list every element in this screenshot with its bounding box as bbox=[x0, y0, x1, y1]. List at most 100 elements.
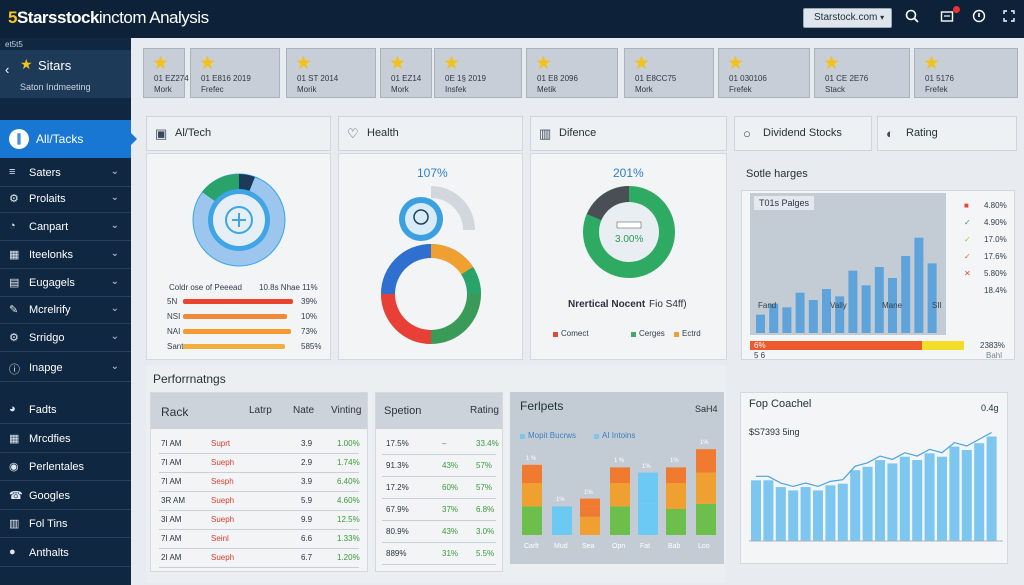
star-icon: ★ bbox=[295, 52, 312, 75]
table-cell: 9.9 bbox=[301, 515, 312, 524]
chevron-down-icon: ⌄ bbox=[111, 248, 119, 259]
user-icon: ● bbox=[9, 546, 16, 558]
star-card-code: 01 CE 2E76 bbox=[825, 74, 868, 83]
table-header-cell[interactable]: Nate bbox=[293, 405, 314, 416]
table-header-cell[interactable]: Rack bbox=[161, 405, 188, 419]
table-row[interactable]: 80.9% 43% 3.0% bbox=[376, 525, 502, 543]
sidebar-item-5[interactable]: ✎ Mcrelrify ⌄ bbox=[0, 297, 131, 323]
sidebar-item-4[interactable]: ▤ Eugagels ⌄ bbox=[0, 270, 131, 296]
stacked-bar-segment bbox=[522, 465, 542, 483]
stacked-bar-segment bbox=[580, 499, 600, 507]
table-header-cell[interactable]: Latrp bbox=[249, 405, 272, 416]
chevron-left-icon[interactable]: ‹ bbox=[5, 62, 9, 77]
legend-swatch bbox=[631, 332, 636, 337]
tab-4[interactable]: ◐ Rating bbox=[877, 116, 1017, 151]
info-icon: ⓘ bbox=[9, 361, 20, 377]
table-cell: 4.60% bbox=[337, 496, 360, 505]
sidebar-item-10[interactable]: ◉ Perlentales bbox=[0, 454, 131, 480]
star-card[interactable]: ★ 01 EZ14 Mork bbox=[380, 48, 432, 98]
sidebar-item-12[interactable]: ▥ Fol Tins bbox=[0, 511, 131, 537]
expand-icon[interactable] bbox=[1000, 9, 1018, 27]
table-cell: 80.9% bbox=[386, 527, 409, 536]
sidebar-item-9[interactable]: ▦ Mrcdfies bbox=[0, 426, 131, 452]
row-divider bbox=[382, 454, 496, 455]
x-tick-label: Sea bbox=[582, 543, 594, 550]
tab-2[interactable]: ▥ Difence bbox=[530, 116, 727, 151]
site-select[interactable]: Starstock.com ▾ bbox=[803, 8, 892, 28]
table-cell: 1.00% bbox=[337, 439, 360, 448]
table-cell: 7I AM bbox=[161, 477, 181, 486]
sidebar-item-label: Perlentales bbox=[29, 461, 84, 473]
row-divider bbox=[382, 564, 496, 565]
star-card[interactable]: ★ 01 E8 2096 Metik bbox=[526, 48, 618, 98]
info-icon[interactable] bbox=[970, 9, 988, 27]
sidebar-item-label: Iteelonks bbox=[29, 249, 73, 261]
star-card[interactable]: ★ 01 ST 2014 Morik bbox=[286, 48, 376, 98]
table-row[interactable]: 67.9% 37% 6.8% bbox=[376, 503, 502, 521]
stacked-bar-segment bbox=[610, 483, 630, 506]
search-icon[interactable] bbox=[903, 9, 921, 27]
health-charts bbox=[339, 154, 524, 361]
table-cell: 12.5% bbox=[337, 515, 360, 524]
stacked-bar-segment bbox=[638, 473, 658, 478]
image-icon: ▣ bbox=[155, 126, 167, 142]
sidebar-item-0[interactable]: ≡ Saters ⌄ bbox=[0, 160, 131, 186]
table-cell: 3.0% bbox=[476, 527, 494, 536]
sidebar-item-3[interactable]: ▦ Iteelonks ⌄ bbox=[0, 242, 131, 268]
sidebar-item-all-tacks[interactable]: ∥ All/Tacks bbox=[0, 120, 131, 158]
sidebar-item-13[interactable]: ● Anthalts bbox=[0, 540, 131, 566]
star-card[interactable]: ★ 01 030106 Frefek bbox=[718, 48, 810, 98]
fop-bar bbox=[974, 443, 984, 541]
ai-row-name: NAI bbox=[167, 327, 180, 336]
sidebar-item-11[interactable]: ☎ Googles bbox=[0, 483, 131, 509]
table-row[interactable]: 889% 31% 5.5% bbox=[376, 547, 502, 565]
sidebar-item-1[interactable]: ⚙ Prolaits ⌄ bbox=[0, 186, 131, 212]
bar-chart-icon: ∥ bbox=[9, 129, 29, 149]
bar-top-label: 1% bbox=[642, 464, 651, 470]
star-icon: ★ bbox=[727, 52, 744, 75]
app-brand[interactable]: 5Starsstockinctom Analysis bbox=[8, 8, 209, 28]
star-card[interactable]: ★ 0E 1§ 2019 Insfek bbox=[434, 48, 522, 98]
sidebar-divider bbox=[0, 240, 131, 241]
sidebar-item-2[interactable]: ◔ Canpart ⌄ bbox=[0, 214, 131, 240]
star-card[interactable]: ★ 01 CE 2E76 Stack bbox=[814, 48, 910, 98]
table-cell: 2.9 bbox=[301, 458, 312, 467]
sidebar-item-7[interactable]: ⓘ Inapge ⌄ bbox=[0, 355, 131, 381]
star-card-code: 01 EZ14 bbox=[391, 74, 421, 83]
sidebar-small-label: et5t5 bbox=[5, 40, 23, 49]
x-tick-label: Vally bbox=[830, 301, 847, 310]
tab-3[interactable]: ○ Dividend Stocks bbox=[734, 116, 872, 151]
star-card[interactable]: ★ 01 EZ274 Mork bbox=[143, 48, 185, 98]
table-row[interactable]: 17.2% 60% 57% bbox=[376, 481, 502, 499]
star-card-code: 01 5176 bbox=[925, 74, 954, 83]
row-divider bbox=[159, 529, 359, 530]
star-card[interactable]: ★ 01 E816 2019 Frefec bbox=[190, 48, 280, 98]
sidebar-item-8[interactable]: ◕ Fadts bbox=[0, 397, 131, 423]
gauge-icon: ◔ bbox=[9, 220, 16, 232]
sidebar-item-6[interactable]: ⚙ Srridgo ⌄ bbox=[0, 325, 131, 351]
row-divider bbox=[159, 472, 359, 473]
heart-icon: ♡ bbox=[347, 126, 359, 142]
star-card[interactable]: ★ 01 E8CC75 Mork bbox=[624, 48, 714, 98]
fop-bar bbox=[962, 450, 972, 541]
chevron-down-icon: ⌄ bbox=[111, 361, 119, 372]
star-card[interactable]: ★ 01 5176 Frefek bbox=[914, 48, 1018, 98]
sidebar-header[interactable]: ‹ ★ Sitars Saton Indmeeting bbox=[0, 50, 131, 98]
table-header-cell[interactable]: Rating bbox=[470, 405, 499, 416]
tab-1[interactable]: ♡ Health bbox=[338, 116, 523, 151]
sidebar-item-label: Canpart bbox=[29, 221, 68, 233]
x-tick-label: Mane bbox=[882, 301, 902, 310]
table-row[interactable]: 17.5% – 33.4% bbox=[376, 437, 502, 455]
table-header-cell[interactable]: Vinting bbox=[331, 405, 361, 416]
star-icon: ★ bbox=[199, 52, 216, 75]
star-icon: ★ bbox=[443, 52, 460, 75]
table-header-cell[interactable]: Spetion bbox=[384, 405, 421, 417]
chevron-down-icon: ▾ bbox=[880, 13, 884, 22]
tab-0[interactable]: ▣ Al/Tech bbox=[146, 116, 331, 151]
sidebar-item-label: Eugagels bbox=[29, 277, 75, 289]
table-cell: – bbox=[442, 439, 446, 448]
table-row[interactable]: 91.3% 43% 57% bbox=[376, 459, 502, 477]
fop-bar bbox=[825, 485, 835, 541]
dividend-chart-frame: T01s Palges ■ 4.80% ✓ 4.90% ✓ 17.0% ✓ 17.6% ✕ 5.8… bbox=[741, 190, 1015, 360]
chevron-down-icon: ⌄ bbox=[111, 276, 119, 287]
